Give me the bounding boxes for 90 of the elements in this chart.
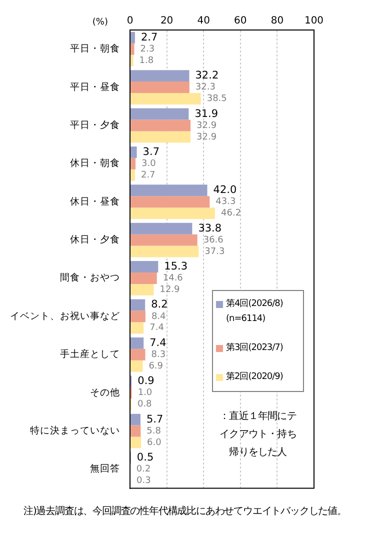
data-label: 15.3 <box>164 260 188 273</box>
data-label: 5.8 <box>146 426 162 436</box>
data-label: 43.3 <box>216 197 236 208</box>
bar <box>130 348 146 360</box>
data-label: 5.7 <box>146 413 164 426</box>
x-tick-label: 20 <box>160 16 174 27</box>
y-tick-label: 休日・朝食 <box>70 157 120 170</box>
y-tick-label: その他 <box>90 386 120 398</box>
x-tick-label: 100 <box>304 16 324 27</box>
data-label: 32.9 <box>196 132 217 142</box>
data-label: 37.3 <box>204 246 225 257</box>
y-tick-label: 手土産として <box>60 348 120 360</box>
data-label: 2.7 <box>140 31 158 44</box>
data-label: 31.9 <box>194 108 218 120</box>
data-label: 2.3 <box>140 44 155 54</box>
bar <box>130 310 146 322</box>
bar <box>130 120 191 132</box>
annotation: ：直近１年間にテイクアウト・持ち帰りをした人 <box>218 410 298 460</box>
data-label: 46.2 <box>221 208 242 219</box>
y-tick-label: 休日・昼食 <box>70 195 120 208</box>
y-tick-label: 特に決まっていない <box>30 424 120 436</box>
bar <box>130 184 208 196</box>
bar <box>130 43 134 55</box>
data-label: 7.4 <box>150 336 167 349</box>
text: 注)過去調査は、今回調査の性年代構成比にあわせてウエイトバックした値。 <box>22 504 348 518</box>
bar <box>130 234 198 246</box>
bar <box>130 337 144 349</box>
data-label: 32.3 <box>195 82 216 93</box>
data-label: 12.9 <box>160 285 180 296</box>
bar <box>130 360 143 372</box>
legend-label: 第3回(2023/7) <box>226 342 283 355</box>
data-label: 6.9 <box>148 361 164 372</box>
y-tick-label: 平日・夕食 <box>70 118 120 131</box>
data-label: 1.0 <box>138 388 152 398</box>
bar <box>130 222 192 234</box>
data-label: 6.0 <box>147 438 162 448</box>
bar <box>130 208 216 220</box>
y-tick-label: 間食・おやつ <box>60 272 120 284</box>
data-label: 0.3 <box>136 476 151 486</box>
bar <box>130 108 189 120</box>
data-label: 8.3 <box>151 350 166 360</box>
bar <box>130 146 137 158</box>
bar <box>130 196 210 208</box>
data-label: 38.5 <box>206 94 227 104</box>
bar <box>130 322 144 334</box>
data-label: 0.2 <box>136 464 151 475</box>
bar <box>130 246 199 258</box>
data-label: 14.6 <box>162 274 184 284</box>
bar <box>130 158 136 170</box>
data-label: 8.2 <box>151 298 168 311</box>
data-label: 3.7 <box>142 146 160 158</box>
data-label: 0.5 <box>136 451 154 464</box>
bar <box>130 261 158 273</box>
legend-label: 第4回(2026/8) (n=6114) <box>226 298 284 326</box>
bar <box>130 436 142 448</box>
x-tick-label: 0 <box>126 16 134 27</box>
bar <box>130 70 190 82</box>
bar <box>130 414 140 426</box>
x-tick-label: 60 <box>234 16 247 27</box>
data-label: 1.8 <box>139 56 154 66</box>
bar <box>130 284 154 296</box>
bar <box>130 54 134 66</box>
bar <box>130 82 190 94</box>
bar <box>130 169 135 181</box>
data-label: 7.4 <box>150 323 164 334</box>
data-label: 32.2 <box>195 70 219 82</box>
data-label: 3.0 <box>142 159 156 170</box>
bar <box>130 131 191 143</box>
y-tick-label: 平日・朝食 <box>70 42 120 55</box>
y-tick-label: 休日・夕食 <box>70 234 120 246</box>
data-label: 8.4 <box>151 312 166 322</box>
bar <box>130 93 201 104</box>
x-axis-title: (%) <box>92 17 108 28</box>
bar <box>130 299 146 311</box>
data-label: 0.9 <box>138 375 154 388</box>
bar <box>130 32 135 44</box>
legend-label: 第2回(2020/9) <box>226 370 283 384</box>
data-label: 36.6 <box>203 235 224 246</box>
x-tick-label: 40 <box>197 16 210 27</box>
bar <box>130 425 141 437</box>
bar <box>130 272 157 284</box>
data-label: 42.0 <box>213 184 237 196</box>
data-label: 2.7 <box>140 170 156 180</box>
data-label: 33.8 <box>198 222 222 234</box>
data-label: 0.8 <box>137 400 152 410</box>
y-tick-label: 無回答 <box>90 462 120 475</box>
x-tick-label: 80 <box>270 16 284 27</box>
data-label: 32.9 <box>196 120 217 131</box>
y-tick-label: イベント、お祝い事など <box>10 310 120 322</box>
y-tick-label: 平日・昼食 <box>70 80 120 93</box>
